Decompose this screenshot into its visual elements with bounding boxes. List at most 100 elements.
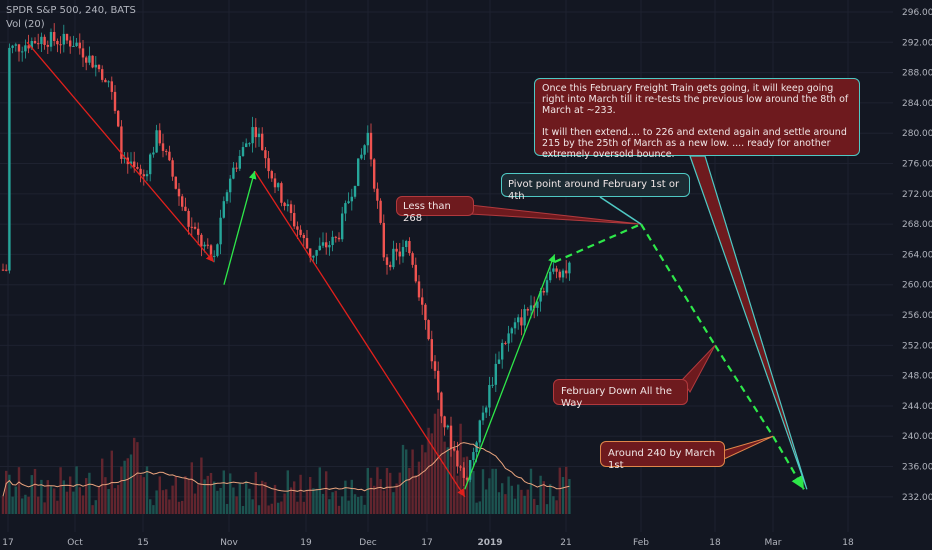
candle-body	[376, 188, 379, 201]
candle-body	[149, 154, 152, 175]
volume-bar	[46, 480, 49, 514]
volume-bar	[267, 505, 270, 514]
candle-body	[449, 425, 453, 449]
volume-bar	[225, 503, 229, 514]
candle-body	[510, 328, 513, 334]
volume-bar	[456, 475, 459, 514]
candle-body	[529, 305, 533, 311]
candle-body	[91, 55, 94, 68]
candle-body	[65, 33, 69, 41]
volume-bar	[126, 458, 129, 514]
volume-bar	[72, 491, 75, 514]
volume-bar	[216, 490, 219, 514]
pointer-around-240	[721, 435, 774, 461]
volume-bar	[385, 468, 389, 514]
volume-bar	[14, 486, 17, 514]
callout-around-240-text: Around 240 by March 1st	[608, 448, 716, 471]
price-axis-label: 244.00	[902, 402, 932, 412]
candle-body	[389, 264, 392, 268]
price-axis-label: 268.00	[902, 220, 932, 230]
volume-bar	[136, 442, 139, 514]
candle-body	[110, 81, 113, 92]
volume-bar	[238, 482, 241, 514]
candle-body	[14, 44, 17, 46]
candle-body	[501, 342, 504, 360]
candle-body	[181, 196, 184, 207]
candle-body	[129, 161, 133, 165]
price-axis-label: 280.00	[902, 129, 932, 139]
volume-bar	[401, 444, 405, 514]
candle-body	[421, 297, 424, 305]
candle-body	[539, 291, 542, 302]
volume-bar	[33, 468, 37, 514]
volume-bar	[206, 475, 209, 514]
volume-bar	[334, 490, 337, 514]
candle-body	[245, 143, 248, 148]
candle-body	[373, 159, 376, 189]
volume-bar	[315, 488, 318, 514]
volume-bar	[408, 467, 411, 514]
candle-body	[120, 126, 123, 159]
candle-body	[507, 333, 510, 344]
price-axis-label: 252.00	[902, 341, 932, 351]
volume-bar	[273, 484, 277, 514]
candle-body	[523, 309, 526, 326]
candle-body	[270, 171, 273, 179]
price-axis-label: 248.00	[902, 372, 932, 382]
volume-bar	[248, 488, 251, 514]
candle-body	[350, 196, 353, 202]
candle-body	[318, 245, 321, 251]
candle-body	[241, 147, 245, 156]
candle-body	[398, 251, 401, 257]
candle-body	[261, 133, 264, 151]
price-axis-label: 256.00	[902, 311, 932, 321]
volume-bar	[91, 505, 94, 514]
volume-bar	[565, 466, 568, 514]
volume-bar	[331, 492, 334, 514]
volume-bar	[561, 476, 565, 514]
volume-bar	[427, 427, 430, 514]
candle-body	[152, 152, 155, 155]
candle-body	[200, 234, 203, 247]
volume-bar	[373, 485, 376, 514]
volume-bar	[475, 502, 478, 514]
candle-body	[177, 188, 181, 197]
candle-body	[158, 130, 161, 144]
candle-body	[411, 253, 414, 265]
volume-bar	[139, 474, 142, 514]
volume-bar	[27, 496, 30, 514]
volume-bar	[446, 447, 449, 514]
candle-body	[309, 248, 312, 258]
candle-body	[430, 339, 433, 362]
candle-body	[561, 270, 565, 278]
volume-bar	[302, 501, 305, 514]
volume-bar	[481, 469, 485, 514]
candle-body	[417, 281, 421, 298]
volume-bar	[369, 477, 373, 514]
volume-bar	[545, 504, 549, 514]
volume-bar	[117, 484, 120, 514]
volume-bar	[81, 495, 85, 514]
volume-bar	[283, 493, 286, 514]
candle-body	[280, 183, 283, 203]
candle-body	[277, 183, 280, 188]
candle-body	[366, 132, 369, 146]
volume-bar	[523, 495, 526, 514]
volume-bar	[341, 496, 344, 514]
volume-bar	[501, 483, 504, 514]
candle-body	[459, 466, 462, 468]
candle-body	[299, 229, 302, 235]
candle-body	[347, 201, 350, 204]
candle-body	[465, 477, 469, 480]
volume-bar	[94, 500, 97, 514]
volume-bar	[417, 461, 421, 514]
candle-body	[27, 45, 30, 49]
volume-bar	[296, 501, 299, 514]
volume-bar	[366, 468, 369, 514]
candle-body	[469, 460, 472, 480]
volume-bar	[347, 500, 350, 514]
candle-body	[414, 264, 417, 282]
candle-body	[552, 268, 555, 272]
volume-bar	[187, 479, 190, 514]
volume-bar	[449, 430, 453, 514]
